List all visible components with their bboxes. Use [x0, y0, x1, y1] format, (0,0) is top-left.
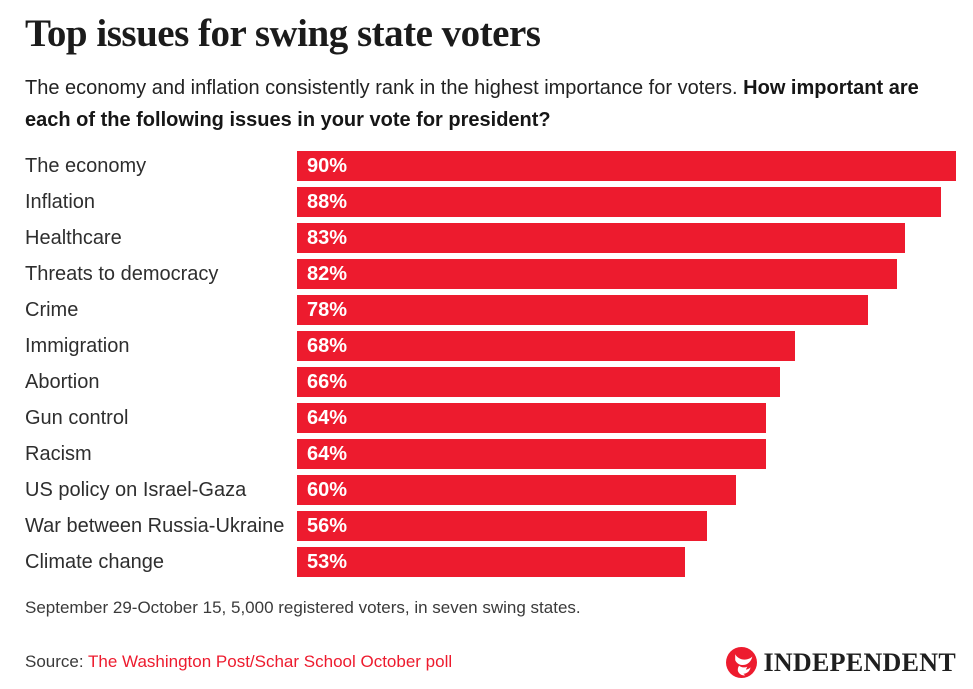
value-label: 88%	[307, 190, 348, 213]
source-line: Source: The Washington Post/Schar School…	[25, 652, 452, 672]
value-label: 53%	[307, 550, 348, 573]
bar: 66%	[297, 367, 781, 397]
value-label: 83%	[307, 226, 348, 249]
category-label: Gun control	[25, 406, 129, 429]
bar: 78%	[297, 295, 869, 325]
value-label: 64%	[307, 442, 348, 465]
value-label: 64%	[307, 406, 348, 429]
value-label: 68%	[307, 334, 348, 357]
bar: 64%	[297, 439, 766, 469]
chart-subtitle: The economy and inflation consistently r…	[25, 72, 933, 136]
methodology-note: September 29-October 15, 5,000 registere…	[25, 598, 581, 617]
bar: 90%	[297, 151, 956, 181]
chart-row: Abortion 66%	[25, 367, 956, 397]
subtitle-bold-question: How important are each of the following …	[25, 77, 919, 131]
bar-track: 68%	[297, 331, 956, 361]
bar: 82%	[297, 259, 898, 289]
independent-eagle-icon	[726, 646, 758, 678]
bar: 53%	[297, 547, 686, 577]
source-row: Source: The Washington Post/Schar School…	[25, 635, 956, 689]
value-label: 66%	[307, 370, 348, 393]
bar-track: 82%	[297, 259, 956, 289]
bar-track: 78%	[297, 295, 956, 325]
infographic-page: Top issues for swing state voters The ec…	[25, 12, 956, 678]
bar-track: 53%	[297, 547, 956, 577]
category-label: Abortion	[25, 370, 100, 393]
chart-row: Inflation 88%	[25, 187, 956, 217]
chart-row: Climate change 53%	[25, 547, 956, 577]
bar-track: 64%	[297, 439, 956, 469]
chart-row: War between Russia-Ukraine 56%	[25, 511, 956, 541]
bar-track: 66%	[297, 367, 956, 397]
chart-row: Racism 64%	[25, 439, 956, 469]
chart-row: Healthcare 83%	[25, 223, 956, 253]
value-label: 56%	[307, 514, 348, 537]
bar-track: 90%	[297, 151, 956, 181]
independent-logo: INDEPENDENT	[726, 646, 956, 678]
source-label: Source:	[25, 652, 89, 671]
category-label: War between Russia-Ukraine	[25, 514, 285, 537]
bar: 56%	[297, 511, 708, 541]
category-label: Crime	[25, 298, 79, 321]
chart-row: Gun control 64%	[25, 403, 956, 433]
category-label: Healthcare	[25, 226, 122, 249]
category-label: US policy on Israel-Gaza	[25, 478, 247, 501]
bar-track: 64%	[297, 403, 956, 433]
category-label: The economy	[25, 154, 147, 177]
bar: 64%	[297, 403, 766, 433]
bar-track: 88%	[297, 187, 956, 217]
logo-wordmark: INDEPENDENT	[763, 647, 956, 677]
chart-row: Immigration 68%	[25, 331, 956, 361]
value-label: 78%	[307, 298, 348, 321]
value-label: 60%	[307, 478, 348, 501]
bar-track: 56%	[297, 511, 956, 541]
category-label: Climate change	[25, 550, 164, 573]
bar: 88%	[297, 187, 942, 217]
bar: 68%	[297, 331, 795, 361]
category-label: Racism	[25, 442, 92, 465]
bar: 60%	[297, 475, 737, 505]
bar-chart: The economy 90% Inflation 88% Healthcare 83% T…	[25, 151, 956, 577]
subtitle-regular-text: The economy and inflation consistently r…	[25, 77, 744, 99]
category-label: Immigration	[25, 334, 130, 357]
chart-row: US policy on Israel-Gaza 60%	[25, 475, 956, 505]
bar-track: 83%	[297, 223, 956, 253]
value-label: 82%	[307, 262, 348, 285]
source-link[interactable]: The Washington Post/Schar School October…	[88, 652, 453, 671]
bar: 83%	[297, 223, 905, 253]
chart-row: Threats to democracy 82%	[25, 259, 956, 289]
chart-row: Crime 78%	[25, 295, 956, 325]
category-label: Inflation	[25, 190, 96, 213]
category-label: Threats to democracy	[25, 262, 219, 285]
bar-track: 60%	[297, 475, 956, 505]
page-title: Top issues for swing state voters	[25, 12, 541, 55]
value-label: 90%	[307, 154, 348, 177]
chart-row: The economy 90%	[25, 151, 956, 181]
